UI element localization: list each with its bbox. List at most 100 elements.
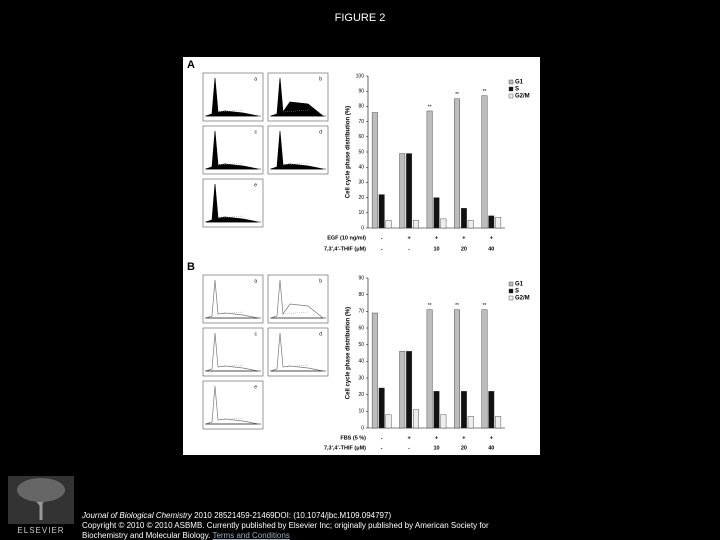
histogram-shoulder (217, 364, 244, 368)
histogram-shoulder (282, 364, 309, 368)
condition-value: + (435, 435, 438, 441)
y-axis-label: Cell cycle phase distribution (%) (346, 106, 352, 198)
y-tick-label: 100 (356, 73, 365, 79)
histogram-box (202, 327, 264, 377)
y-axis-label: Cell cycle phase distribution (%) (346, 307, 352, 399)
histogram-label: d (319, 129, 322, 135)
condition-value: + (462, 235, 465, 241)
y-tick-label: 10 (358, 210, 364, 216)
condition-value: - (381, 235, 383, 241)
histogram-box (202, 380, 264, 430)
bar (399, 153, 406, 229)
y-tick-label: 0 (361, 225, 364, 231)
histogram-label: b (319, 278, 322, 284)
histogram-label: a (254, 278, 257, 284)
histogram-shoulder (282, 311, 309, 315)
bar (495, 217, 502, 229)
y-tick-label: 40 (358, 165, 364, 171)
bar (426, 110, 433, 229)
bar (454, 309, 460, 429)
bar (413, 409, 419, 429)
condition-value: 40 (488, 445, 494, 451)
y-tick-label: 90 (358, 275, 364, 281)
bar (495, 416, 502, 429)
condition-label: EGF (10 ng/ml) (327, 235, 366, 241)
condition-value: - (381, 246, 383, 252)
condition-value: 20 (461, 445, 467, 451)
histogram-label: b (319, 76, 322, 82)
condition-value: + (462, 435, 465, 441)
histogram-shoulder (217, 311, 244, 315)
histogram-peak (270, 279, 324, 319)
bar (378, 194, 385, 229)
condition-value: + (490, 435, 493, 441)
y-tick-label: 60 (358, 325, 364, 331)
histogram-peak (270, 332, 324, 372)
y-tick-label: 20 (358, 392, 364, 398)
bar (488, 391, 495, 429)
bar (413, 220, 419, 229)
histogram-shoulder (282, 162, 309, 166)
significance-mark: ** (428, 303, 432, 309)
histogram-shoulder (217, 109, 244, 113)
histogram-shoulder (217, 417, 244, 421)
legend-label: S (515, 87, 519, 93)
footer: Journal of Biological Chemistry 2010 285… (82, 511, 502, 540)
y-tick-label: 30 (358, 375, 364, 381)
condition-value: + (407, 235, 410, 241)
histogram-peak (270, 77, 324, 117)
significance-mark: ** (482, 303, 486, 309)
histogram-label: a (254, 76, 257, 82)
y-tick-label: 70 (358, 309, 364, 315)
terms-link[interactable]: Terms and Conditions (212, 531, 290, 540)
histogram-label: e (254, 182, 257, 188)
panel-letter: B (187, 261, 195, 273)
legend-label: S (515, 289, 519, 295)
bar (406, 153, 413, 229)
y-tick-label: 70 (358, 119, 364, 125)
condition-value: 40 (488, 246, 494, 252)
condition-value: - (408, 246, 410, 252)
histogram-peak (205, 130, 259, 170)
bar (426, 309, 433, 429)
y-tick-label: 40 (358, 359, 364, 365)
histogram-label: d (319, 331, 322, 337)
histogram-peak (205, 183, 259, 223)
condition-value: 10 (433, 246, 439, 252)
legend-label: G2/M (515, 296, 530, 302)
y-tick-label: 50 (358, 149, 364, 155)
histogram-peak (205, 385, 259, 425)
condition-value: + (407, 435, 410, 441)
bar (385, 220, 392, 229)
histogram-box (267, 327, 329, 377)
legend-swatch (508, 295, 514, 301)
publisher-logo: ELSEVIER (17, 526, 65, 535)
y-tick-label: 60 (358, 134, 364, 140)
histogram-label: c (255, 331, 258, 337)
slide-title: FIGURE 2 (335, 12, 386, 24)
bar (406, 351, 413, 429)
copyright: Copyright © 2010 © 2010 ASBMB. Currently… (82, 521, 489, 540)
significance-mark: ** (428, 104, 432, 110)
bar (385, 414, 392, 429)
histogram-peak (205, 77, 259, 117)
legend-swatch (508, 79, 514, 85)
legend-label: G2/M (515, 94, 530, 100)
bar (440, 218, 447, 229)
significance-mark: ** (482, 89, 486, 95)
bar (454, 98, 460, 229)
legend-swatch (508, 93, 514, 99)
condition-value: + (490, 235, 493, 241)
condition-label: FBS (5 %) (340, 435, 366, 441)
histogram-shoulder (217, 215, 244, 219)
y-tick-label: 80 (358, 292, 364, 298)
histogram-peak (205, 332, 259, 372)
citation: 2010 28521459-21469DOI: (10.1074/jbc.M10… (194, 511, 392, 520)
bar (481, 95, 488, 229)
bar (378, 387, 385, 429)
histogram-box (267, 274, 329, 324)
y-tick-label: 90 (358, 89, 364, 95)
legend-swatch (508, 288, 514, 294)
histogram-peak (205, 279, 259, 319)
